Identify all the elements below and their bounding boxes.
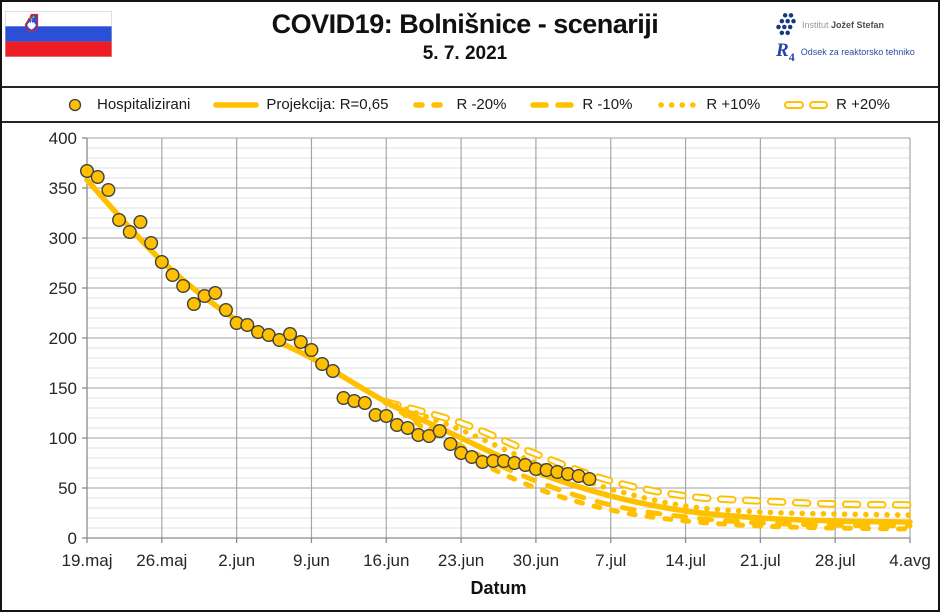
flag-coat-of-arms: [24, 13, 39, 33]
legend-item-hospitalizirani: Hospitalizirani: [60, 96, 190, 113]
data-point: [218, 302, 233, 317]
chart-area: 0 50 100 150 200 250 300 350 400 19.maj 26.maj 2.ju…: [2, 123, 938, 610]
legend-item-projekcija: Projekcija: R=0,65: [213, 96, 388, 113]
ijs-dots-icon: [776, 13, 796, 36]
legend-marker-hollow-dash-icon: [784, 100, 829, 109]
data-point: [154, 254, 169, 269]
y-tick-label: 200: [49, 329, 77, 348]
title-block: COVID19: Bolnišnice - scenariji 5. 7. 20…: [152, 9, 778, 65]
x-tick-label: 23.jun: [438, 551, 484, 570]
x-tick-label: 26.maj: [136, 551, 187, 570]
y-tick-label: 0: [68, 529, 77, 548]
y-tick-label: 150: [49, 379, 77, 398]
r4-icon: R4: [776, 40, 795, 64]
data-point: [186, 296, 201, 311]
legend-marker-dots-icon: [658, 101, 699, 108]
legend-label: R +20%: [836, 96, 890, 113]
legend-label: R +10%: [706, 96, 761, 113]
page-subtitle: 5. 7. 2021: [422, 43, 508, 64]
legend-item-r-minus-10: R -10%: [529, 96, 632, 113]
institute-name: Jožef Stefan: [831, 19, 885, 30]
data-point: [101, 183, 116, 198]
legend-marker-circle-icon: [68, 98, 82, 111]
x-tick-label: 7.jul: [595, 551, 626, 570]
data-point: [400, 421, 415, 436]
data-point: [112, 212, 127, 227]
data-point: [432, 424, 447, 439]
legend-item-r-plus-10: R +10%: [655, 96, 760, 113]
axes: [82, 137, 911, 543]
legend-item-r-plus-20: R +20%: [783, 96, 890, 113]
slovenia-flag: [5, 11, 112, 57]
institute-prefix: Institut: [802, 19, 829, 30]
data-point: [90, 170, 105, 185]
gridlines: [87, 137, 911, 538]
x-tick-label: 9.jun: [293, 551, 330, 570]
x-tick-label: 16.jun: [363, 551, 409, 570]
page-title: COVID19: Bolnišnice - scenariji: [271, 9, 659, 39]
data-point: [357, 396, 372, 411]
legend-label: Projekcija: R=0,65: [266, 96, 389, 113]
x-tick-label: 14.jul: [665, 551, 706, 570]
chart-svg: 0 50 100 150 200 250 300 350 400 19.maj 26.maj 2.ju…: [49, 129, 931, 598]
series-hospitalized: [79, 164, 597, 487]
legend: Hospitalizirani Projekcija: R=0,65 R -20…: [2, 88, 938, 123]
flag-red-stripe: [5, 41, 112, 57]
ijs-logo: Institut Jožef Stefan R4 Odsek za reakto…: [776, 12, 932, 63]
legend-marker-short-dash-icon: [413, 101, 450, 108]
data-point: [582, 472, 597, 487]
data-point: [272, 332, 287, 347]
x-tick-label: 21.jul: [740, 551, 781, 570]
y-tick-label: 400: [49, 129, 77, 148]
data-point: [133, 214, 148, 229]
y-tick-label: 300: [49, 229, 77, 248]
x-tick-label: 28.jul: [815, 551, 856, 570]
data-point: [240, 317, 255, 332]
data-point: [122, 224, 137, 239]
data-point: [304, 342, 319, 357]
data-point: [315, 356, 330, 371]
legend-label: R -10%: [582, 96, 633, 113]
data-point: [176, 278, 191, 293]
series-solid: [84, 177, 913, 525]
legend-marker-long-dash-icon: [530, 101, 576, 108]
flag-blue-stripe: [5, 26, 112, 42]
x-tick-label: 2.jun: [218, 551, 255, 570]
y-tick-label: 100: [49, 429, 77, 448]
data-point: [293, 334, 308, 349]
legend-label: R -20%: [456, 96, 507, 113]
legend-item-r-minus-20: R -20%: [411, 96, 506, 113]
data-point: [443, 437, 458, 452]
legend-label: Hospitalizirani: [97, 96, 191, 113]
x-tick-label: 19.maj: [61, 551, 112, 570]
dept-name: Odsek za reaktorsko tehniko: [800, 46, 915, 57]
x-axis-title: Datum: [470, 578, 526, 598]
series-dots: [383, 399, 913, 518]
data-point: [325, 363, 340, 378]
header: COVID19: Bolnišnice - scenariji 5. 7. 20…: [2, 2, 938, 88]
data-point: [79, 164, 94, 179]
data-point: [144, 235, 159, 250]
y-tick-label: 250: [49, 279, 77, 298]
data-point: [379, 409, 394, 424]
data-point: [283, 326, 298, 341]
series-dash-hollow: [382, 398, 914, 509]
x-tick-label: 4.avg: [889, 551, 931, 570]
institute-label: Institut Jožef Stefan: [802, 20, 884, 30]
data-point: [165, 267, 180, 282]
y-tick-label: 350: [49, 179, 77, 198]
data-point: [208, 285, 223, 300]
legend-marker-solid-line-icon: [213, 101, 260, 108]
axis-labels: 0 50 100 150 200 250 300 350 400 19.maj 26.maj 2.ju…: [49, 129, 931, 598]
y-tick-label: 50: [58, 479, 77, 498]
x-tick-label: 30.jun: [513, 551, 559, 570]
